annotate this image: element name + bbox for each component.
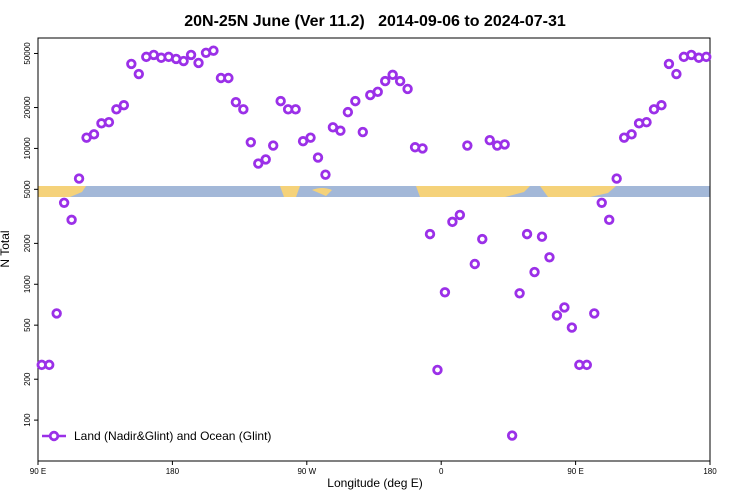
x-tick-label: 180: [703, 467, 717, 476]
data-point: [387, 69, 398, 81]
data-point: [402, 83, 413, 95]
data-point: [305, 132, 316, 143]
x-axis-label: Longitude (deg E): [327, 476, 422, 490]
x-tick-label: 90 E: [567, 467, 583, 476]
data-point: [268, 140, 279, 151]
data-point: [626, 129, 637, 140]
map-strip: [38, 186, 710, 197]
data-point: [521, 228, 533, 240]
data-point: [484, 134, 495, 146]
data-point: [417, 143, 428, 154]
plot-frame: [37, 37, 711, 462]
data-point: [671, 68, 682, 80]
x-tick-label: 180: [166, 467, 180, 476]
data-point: [506, 430, 518, 441]
data-point: [454, 209, 466, 221]
data-point: [372, 86, 383, 98]
data-point: [126, 58, 137, 70]
chart-title: 20N-25N June (Ver 11.2) 2014-09-06 to 20…: [184, 13, 566, 30]
data-point: [335, 125, 346, 136]
data-point: [439, 287, 451, 298]
data-point: [499, 139, 510, 150]
data-point: [290, 104, 301, 115]
data-point: [208, 45, 219, 56]
data-point: [589, 308, 600, 319]
data-point: [357, 126, 368, 138]
y-tick-label: 20000: [23, 96, 32, 119]
data-point: [66, 214, 77, 226]
y-axis-label: N Total: [0, 230, 12, 267]
data-point: [223, 72, 234, 84]
data-point: [536, 231, 548, 242]
data-point: [469, 258, 480, 270]
legend-marker: [48, 430, 60, 442]
data-point: [551, 310, 563, 321]
y-tick-label: 10000: [23, 137, 32, 160]
data-point: [111, 104, 122, 115]
data-point: [656, 100, 667, 111]
y-tick-label: 100: [23, 413, 32, 427]
data-point: [611, 173, 622, 184]
data-point: [312, 152, 324, 163]
data-point: [701, 51, 712, 63]
data-point: [253, 158, 264, 169]
data-point: [103, 116, 115, 128]
x-tick-label: 0: [439, 467, 444, 476]
x-tick-label: 90 W: [297, 467, 316, 476]
data-point: [604, 214, 615, 226]
data-point: [230, 96, 242, 108]
data-point: [581, 359, 592, 371]
legend-label: Land (Nadir&Glint) and Ocean (Glint): [74, 429, 271, 443]
data-point: [118, 100, 130, 111]
data-point: [342, 106, 354, 118]
data-point: [641, 116, 652, 128]
data-point: [514, 288, 525, 299]
data-point: [566, 322, 578, 333]
data-point: [394, 75, 406, 87]
data-point: [432, 364, 443, 376]
y-tick-label: 200: [23, 372, 32, 386]
x-tick-label: 90 E: [30, 467, 46, 476]
data-point: [133, 68, 144, 80]
data-point: [663, 58, 675, 70]
y-tick-label: 2000: [23, 234, 32, 252]
data-point: [529, 266, 540, 278]
data-point: [596, 197, 607, 208]
data-point: [51, 308, 62, 319]
y-tick-label: 50000: [23, 42, 32, 65]
data-point: [320, 169, 331, 180]
data-point: [44, 359, 55, 371]
data-point: [193, 57, 204, 69]
data-point: [477, 233, 488, 245]
y-tick-label: 1000: [23, 275, 32, 293]
data-point: [88, 129, 100, 140]
data-point: [462, 140, 473, 151]
data-point: [648, 104, 660, 115]
data-point: [559, 302, 570, 313]
y-tick-label: 5000: [23, 180, 32, 198]
data-point: [447, 216, 458, 228]
data-point: [178, 55, 189, 67]
y-tick-label: 500: [23, 318, 32, 332]
data-point: [544, 252, 555, 263]
data-point: [380, 75, 391, 87]
data-point: [185, 49, 197, 61]
data-point: [58, 197, 70, 208]
data-point: [350, 95, 361, 107]
data-point: [245, 137, 256, 148]
data-point: [275, 95, 286, 107]
data-point: [238, 104, 249, 115]
data-point: [73, 173, 85, 184]
data-point: [424, 228, 436, 240]
data-point: [260, 154, 271, 165]
